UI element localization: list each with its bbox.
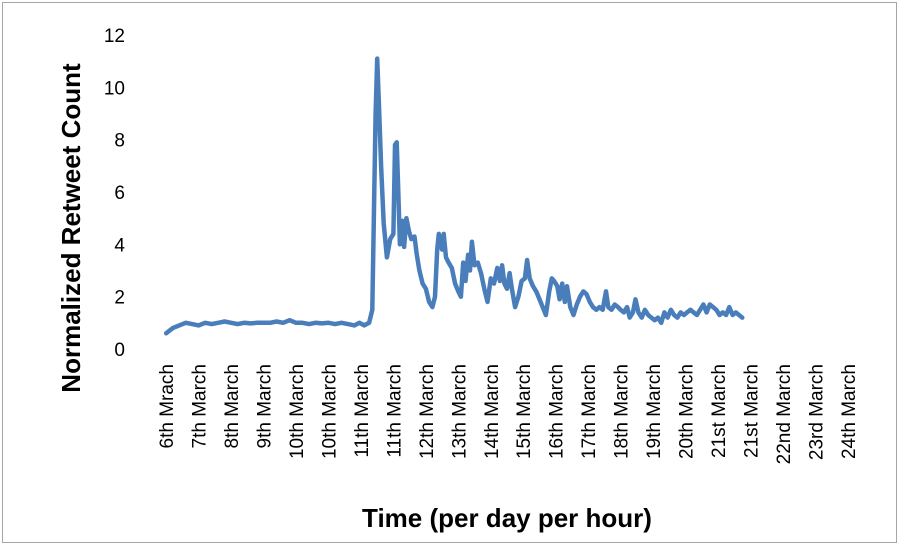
x-tick-label: 18th March xyxy=(612,364,633,459)
x-tick-label: 23rd March xyxy=(806,364,827,460)
x-tick-label: 19th March xyxy=(644,364,665,459)
x-tick-label: 8th March xyxy=(222,364,243,448)
series-line xyxy=(163,56,745,336)
y-tick-label: 10 xyxy=(104,78,125,99)
x-tick-label: 12th March xyxy=(417,364,438,459)
y-axis: 0 2 4 6 8 10 12 xyxy=(104,26,126,361)
x-tick-label: 17th March xyxy=(579,364,600,459)
x-tick-label: 11th March xyxy=(384,364,405,458)
x-tick-label: 11th March xyxy=(352,364,373,458)
y-tick-label: 4 xyxy=(114,235,125,256)
x-tick-label: 21st March xyxy=(709,364,730,458)
x-axis: 6th Mrach 7th March 8th March 9th March 10th… xyxy=(157,364,860,464)
y-tick-label: 2 xyxy=(114,288,125,309)
y-axis-title: Normalized Retweet Count xyxy=(56,63,86,393)
x-tick-label: 7th March xyxy=(190,364,211,448)
y-tick-label: 12 xyxy=(104,26,125,47)
x-tick-label: 21st March xyxy=(741,364,762,458)
x-tick-label: 6th Mrach xyxy=(157,364,178,448)
x-tick-label: 10th March xyxy=(320,364,341,459)
x-axis-title: Time (per day per hour) xyxy=(362,503,652,533)
x-tick-label: 10th March xyxy=(287,364,308,459)
x-tick-label: 14th March xyxy=(482,364,503,459)
x-tick-label: 22nd March xyxy=(774,364,795,464)
y-tick-label: 8 xyxy=(114,131,125,152)
x-tick-label: 20th March xyxy=(677,364,698,459)
x-tick-label: 13th March xyxy=(449,364,470,459)
y-tick-label: 0 xyxy=(114,340,125,361)
x-tick-label: 24th March xyxy=(839,364,860,459)
y-tick-label: 6 xyxy=(114,183,125,204)
x-tick-label: 15th March xyxy=(514,364,535,459)
x-tick-label: 16th March xyxy=(547,364,568,459)
plot-area xyxy=(163,56,745,336)
x-tick-label: 9th March xyxy=(255,364,276,448)
